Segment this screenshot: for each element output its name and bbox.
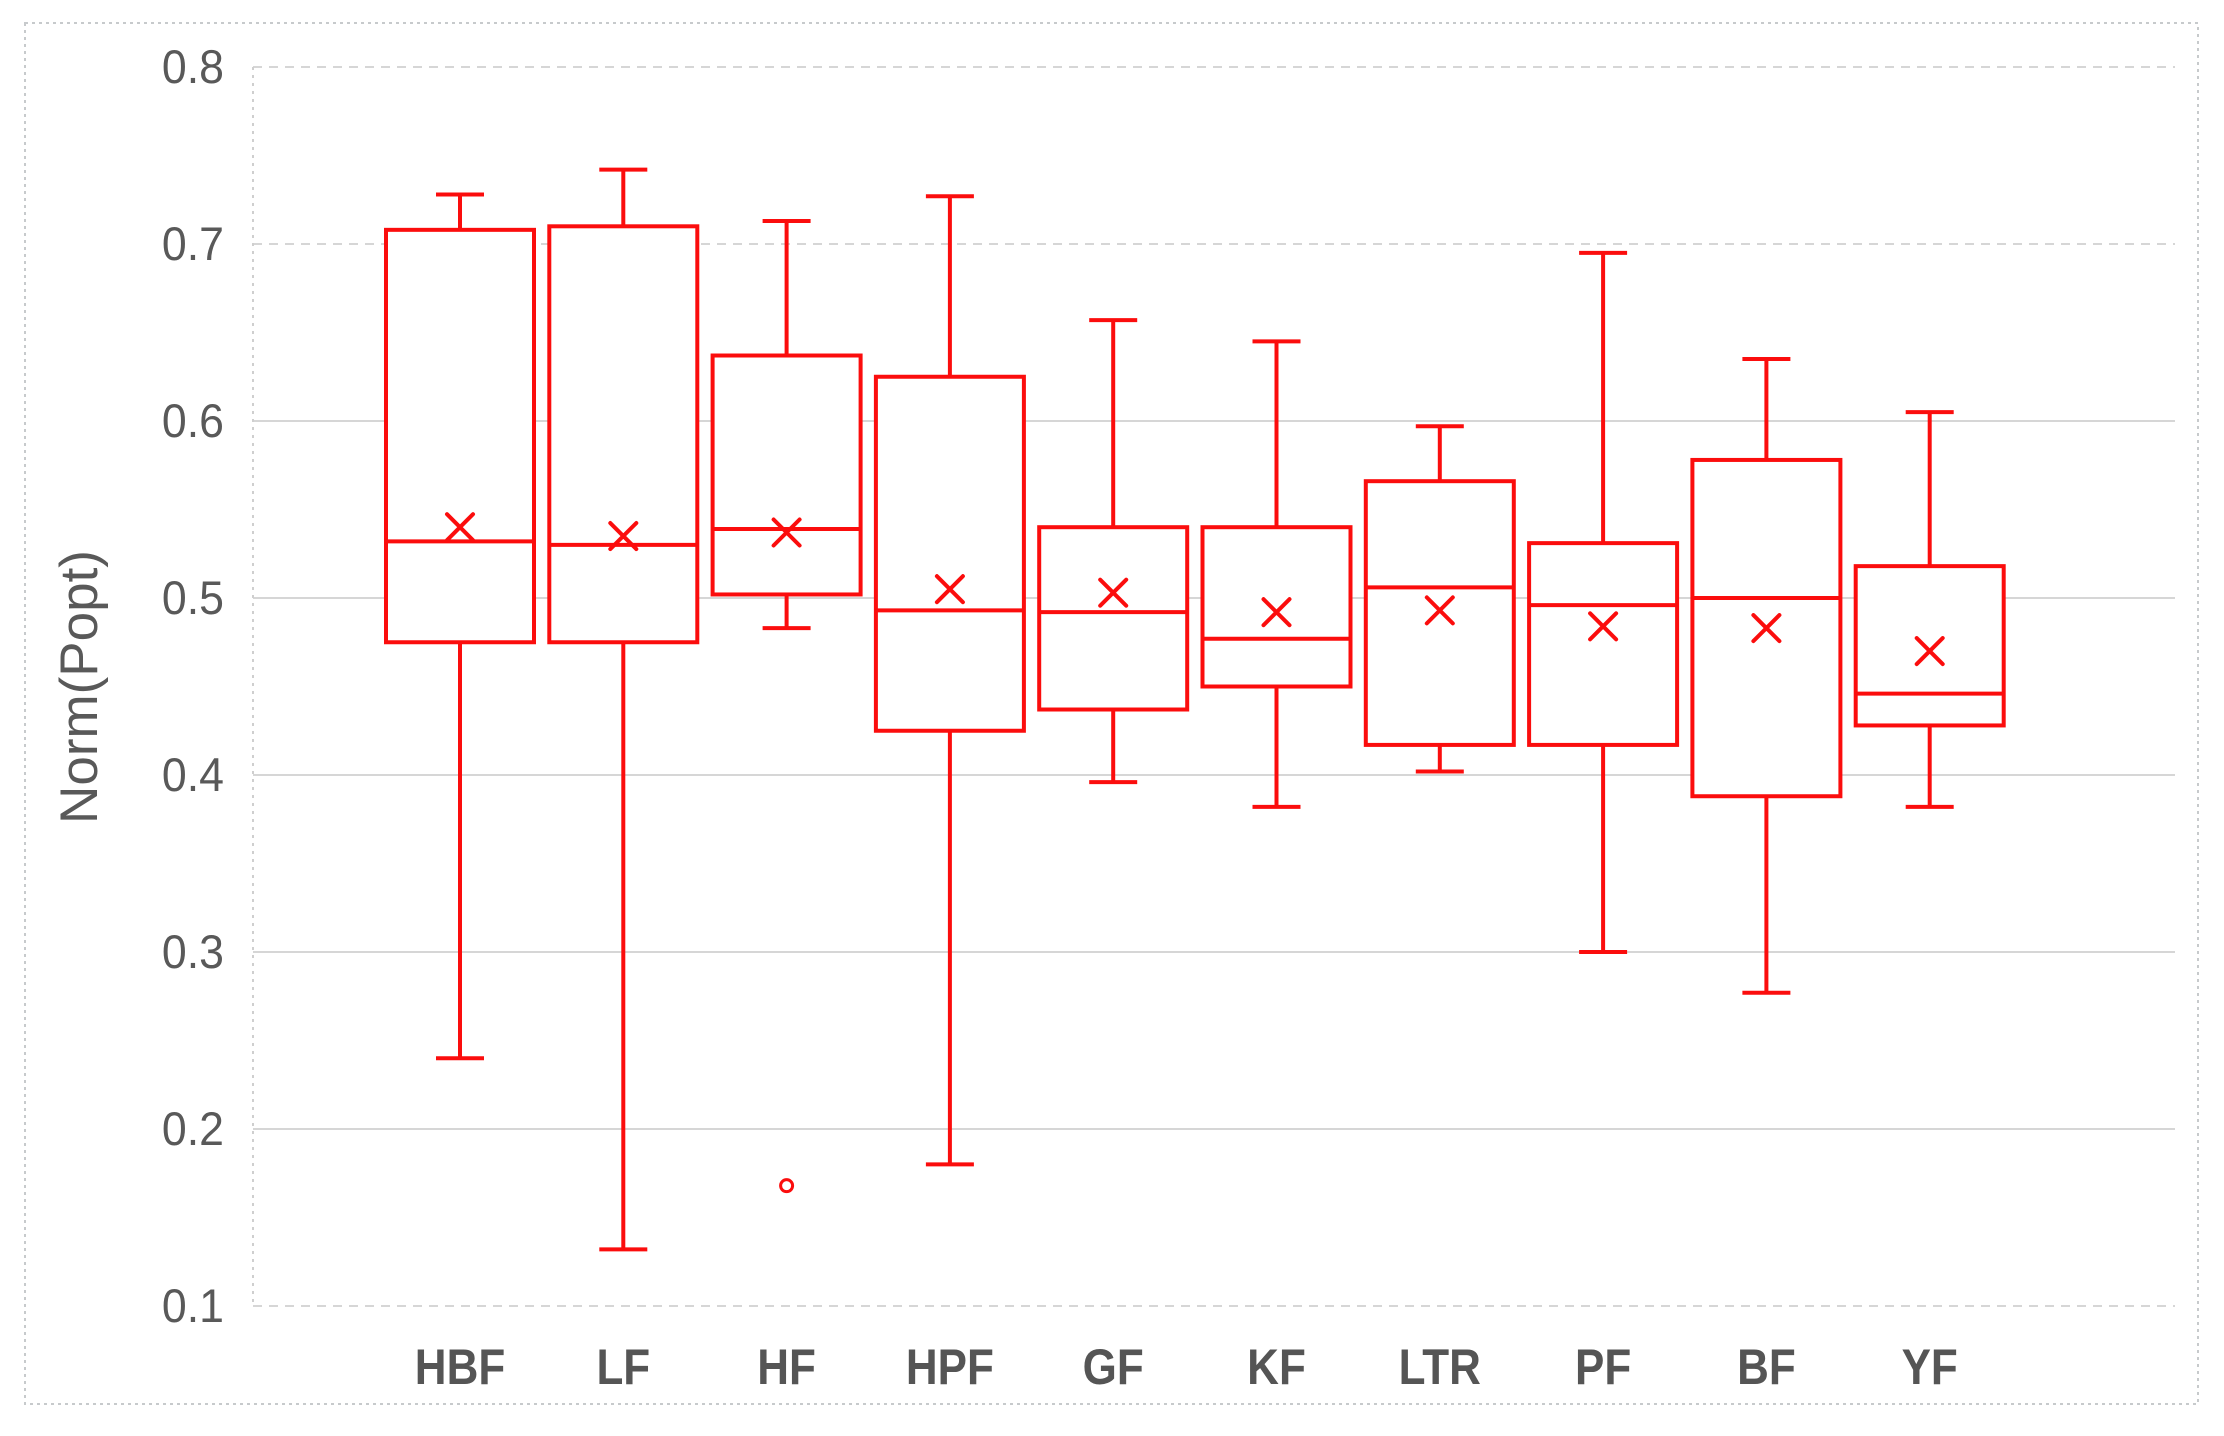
- x-label-LTR: LTR: [1399, 1338, 1481, 1394]
- y-tick-label-0.5: 0.5: [162, 572, 224, 624]
- box-series: [384, 167, 2006, 1252]
- x-category-labels: HBF LF HF HPF GF KF LTR PF BF YF: [415, 1338, 1958, 1394]
- iqr-box: [1853, 564, 2006, 728]
- boxplot-GF: [1037, 318, 1190, 785]
- y-tick-label-0.2: 0.2: [162, 1103, 224, 1155]
- mean-x-marker: [1261, 597, 1292, 628]
- mean-x-marker: [1424, 595, 1455, 626]
- boxplot-BF: [1690, 357, 1843, 995]
- x-label-YF: YF: [1902, 1338, 1958, 1394]
- boxplot-YF: [1853, 410, 2006, 809]
- x-label-KF: KF: [1247, 1338, 1306, 1394]
- mean-x-marker: [1588, 611, 1619, 642]
- x-label-HBF: HBF: [415, 1338, 505, 1394]
- x-label-GF: GF: [1083, 1338, 1144, 1394]
- mean-x-marker: [608, 521, 639, 552]
- boxplot-HPF: [873, 194, 1026, 1167]
- y-tick-label-0.6: 0.6: [162, 395, 224, 447]
- mean-x-marker: [934, 574, 965, 605]
- iqr-box: [547, 224, 700, 645]
- iqr-box: [873, 374, 1026, 733]
- x-label-PF: PF: [1575, 1338, 1631, 1394]
- x-label-HF: HF: [757, 1338, 816, 1394]
- iqr-box: [1527, 541, 1680, 747]
- boxplot-LF: [547, 167, 700, 1252]
- x-label-BF: BF: [1737, 1338, 1796, 1394]
- mean-x-marker: [1098, 577, 1129, 608]
- iqr-box: [1200, 525, 1353, 689]
- y-tick-label-0.8: 0.8: [162, 41, 224, 93]
- y-tick-label-0.4: 0.4: [162, 749, 224, 801]
- iqr-box: [710, 353, 863, 597]
- y-tick-label-0.7: 0.7: [162, 218, 224, 270]
- y-tick-label-0.3: 0.3: [162, 926, 224, 978]
- boxplot-HBF: [384, 192, 536, 1061]
- mean-x-marker: [771, 517, 802, 548]
- mean-x-marker: [1751, 613, 1782, 644]
- boxplot-PF: [1527, 250, 1680, 954]
- y-tick-label-0.1: 0.1: [162, 1280, 224, 1332]
- iqr-box: [384, 227, 536, 645]
- figure-border: [24, 22, 2199, 1405]
- y-axis-title: Norm(Popt): [50, 550, 109, 824]
- boxplot-KF: [1200, 339, 1353, 809]
- x-label-LF: LF: [596, 1338, 650, 1394]
- outlier-point: [779, 1178, 795, 1194]
- x-label-HPF: HPF: [906, 1338, 994, 1394]
- y-tick-labels: 0.8 0.7 0.6 0.5 0.4 0.3 0.2 0.1: [162, 41, 224, 1332]
- mean-x-marker: [1914, 636, 1945, 667]
- mean-x-marker: [445, 512, 475, 543]
- iqr-box: [1037, 525, 1190, 712]
- boxplot-HF: [710, 218, 863, 1194]
- boxplot-LTR: [1363, 424, 1516, 774]
